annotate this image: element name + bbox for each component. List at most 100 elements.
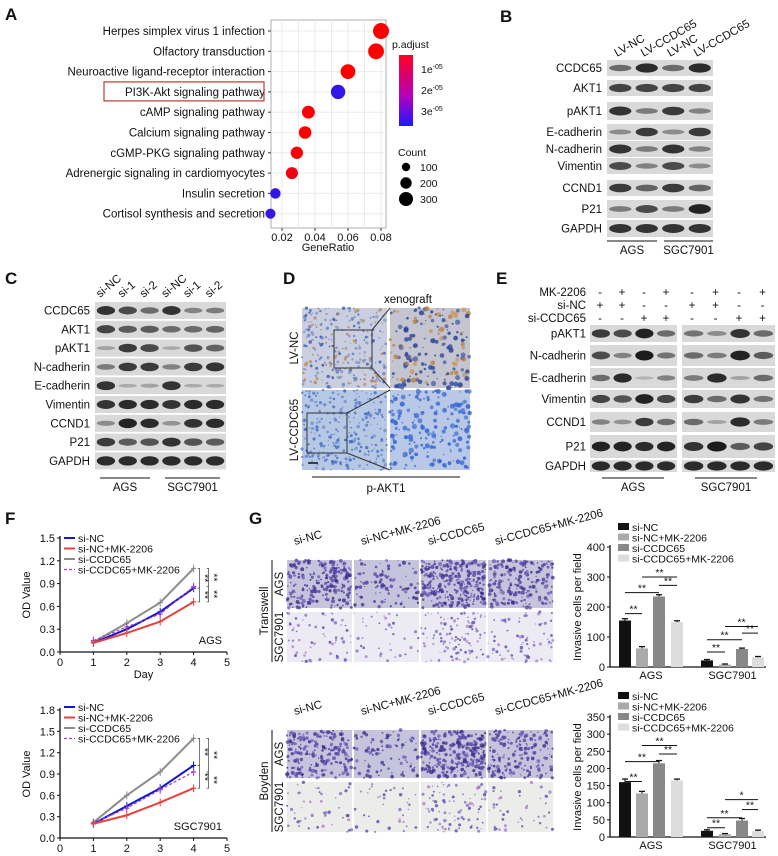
cell	[291, 589, 295, 593]
cell	[415, 308, 417, 311]
cell	[450, 310, 455, 316]
cell	[302, 371, 305, 375]
cell	[331, 574, 335, 578]
cell	[551, 566, 554, 569]
cell	[332, 734, 337, 739]
cell	[345, 651, 349, 654]
cell	[426, 585, 428, 587]
cell	[437, 588, 439, 590]
cell	[463, 415, 469, 420]
cell	[551, 600, 554, 603]
cell	[341, 382, 346, 387]
cell	[330, 433, 333, 436]
cell	[491, 756, 494, 758]
cell	[329, 584, 333, 588]
cell	[393, 309, 396, 313]
ihc-lvnc-overview	[301, 306, 388, 390]
cell	[346, 466, 350, 470]
condition-sign: +	[712, 287, 719, 299]
blot-band	[140, 307, 159, 314]
cell	[321, 572, 324, 575]
cell	[519, 743, 522, 746]
cell	[526, 744, 529, 746]
cell	[429, 745, 432, 748]
cell	[403, 606, 406, 608]
cell	[541, 764, 544, 767]
cell	[325, 341, 328, 344]
cell	[384, 789, 388, 792]
cell	[495, 803, 498, 806]
cell	[358, 449, 362, 453]
cell	[293, 627, 295, 629]
cell	[473, 585, 475, 588]
cell	[452, 576, 454, 578]
cell	[292, 752, 295, 755]
cell	[454, 424, 458, 428]
blot-band	[662, 64, 685, 72]
cell	[426, 451, 429, 453]
cell	[499, 592, 501, 594]
cell	[389, 311, 393, 315]
cell	[515, 577, 517, 580]
blot-band	[613, 461, 632, 471]
cell	[346, 629, 349, 631]
cell	[466, 424, 471, 429]
blot-band	[662, 224, 685, 233]
cell	[311, 339, 313, 341]
cell	[431, 749, 435, 753]
cell	[462, 456, 467, 460]
y-tick-label: 250	[587, 746, 605, 758]
cell	[373, 600, 376, 603]
cell	[424, 437, 428, 440]
cell	[331, 376, 335, 380]
cell	[378, 774, 380, 777]
cell	[374, 321, 377, 324]
cell	[294, 654, 297, 658]
cell	[498, 828, 501, 831]
cell	[305, 566, 308, 569]
cell	[425, 565, 428, 568]
cell	[495, 566, 499, 570]
x-tick-label: 5	[224, 843, 230, 855]
cell	[524, 764, 526, 767]
cell	[331, 599, 335, 604]
cell	[367, 770, 369, 773]
cell	[325, 364, 328, 366]
cell	[385, 559, 388, 562]
cell	[300, 773, 304, 776]
cell	[375, 362, 377, 364]
cell	[450, 616, 454, 620]
cell	[424, 428, 430, 434]
cell	[532, 750, 537, 755]
cell	[342, 604, 344, 607]
cell	[320, 418, 323, 420]
cell	[288, 602, 292, 606]
cell	[421, 582, 425, 586]
cell	[335, 368, 338, 371]
cell	[368, 750, 373, 755]
cell	[461, 735, 466, 740]
cell	[421, 590, 426, 595]
cell	[325, 312, 328, 315]
series-line-si-NC	[92, 764, 195, 825]
cell	[350, 757, 353, 761]
size-legend-label: 100	[420, 162, 438, 174]
cell	[383, 463, 388, 467]
cell	[406, 378, 411, 383]
legend-swatch	[618, 723, 629, 731]
cell	[459, 580, 461, 582]
cell	[358, 352, 361, 355]
cell	[388, 338, 392, 342]
blot-band	[118, 438, 137, 446]
cell	[334, 605, 336, 607]
cell	[291, 596, 293, 598]
cell	[336, 445, 340, 449]
cell	[502, 597, 506, 601]
cell	[507, 747, 510, 750]
cell	[308, 597, 312, 601]
cell	[391, 372, 395, 376]
cell	[354, 588, 357, 590]
cell	[460, 563, 463, 566]
blot-row-label: CCDC65	[44, 306, 90, 318]
cell	[503, 828, 508, 832]
